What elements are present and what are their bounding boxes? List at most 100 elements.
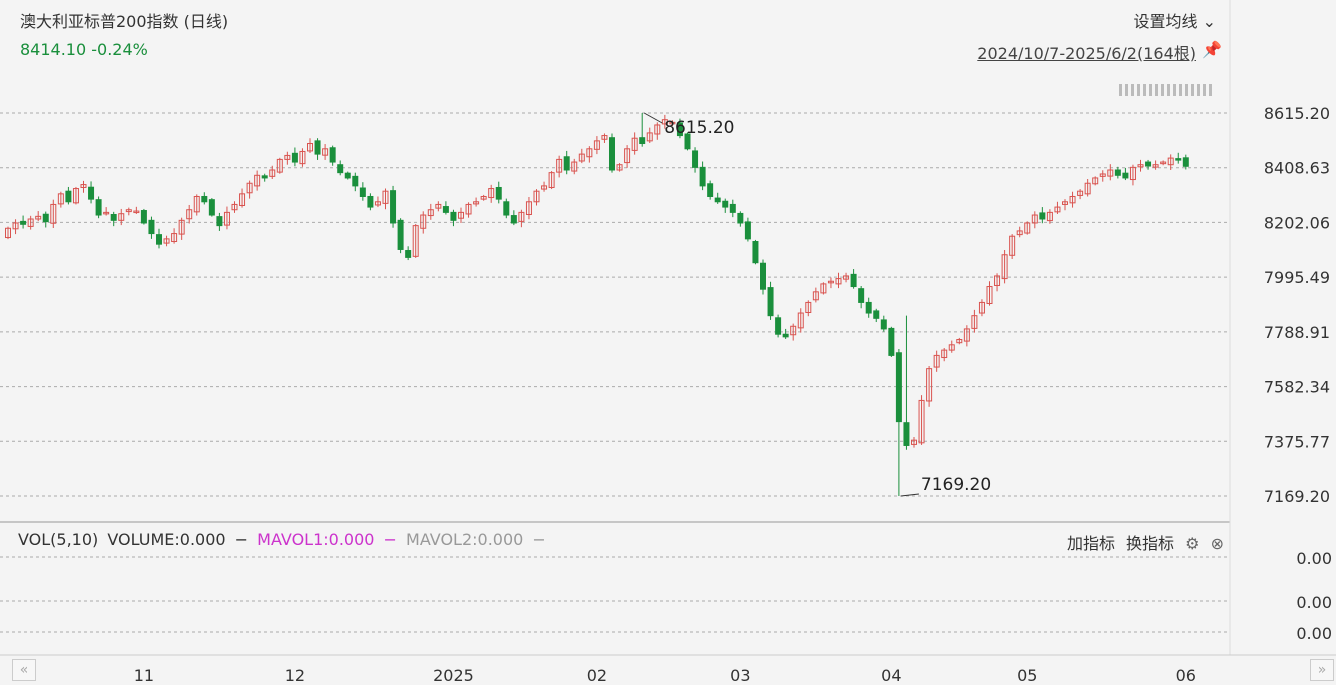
- candle-body: [1016, 230, 1023, 236]
- candle-body: [616, 164, 623, 171]
- scroll-dot: [1209, 84, 1212, 96]
- candle-body: [405, 250, 412, 258]
- candle-body: [231, 203, 238, 211]
- double-chevron-right-icon: »: [1317, 662, 1327, 678]
- candle-body: [1039, 212, 1046, 220]
- candle-body: [1054, 206, 1061, 213]
- scroll-dot: [1173, 84, 1176, 96]
- mavol2-dash: −: [532, 530, 546, 549]
- candle-body: [654, 124, 661, 135]
- candle-body: [556, 158, 563, 173]
- candle-body: [933, 354, 940, 368]
- scroll-dot: [1185, 84, 1188, 96]
- candle-body: [397, 219, 404, 250]
- candle-body: [20, 220, 27, 225]
- candle-body: [50, 203, 57, 224]
- annotation-label: 8615.20: [664, 118, 734, 138]
- candle-body: [118, 213, 125, 221]
- candle-body: [1009, 235, 1016, 256]
- candle-body: [284, 154, 291, 160]
- switch-indicator-button[interactable]: 换指标: [1126, 534, 1175, 553]
- date-range-link[interactable]: 2024/10/7-2025/6/2(164根): [977, 44, 1196, 63]
- candle-body: [760, 262, 766, 290]
- candle-body: [669, 121, 676, 125]
- candle-body: [639, 137, 646, 145]
- candle-body: [171, 233, 178, 243]
- scroll-dot: [1167, 84, 1170, 96]
- candle-body: [1175, 158, 1182, 161]
- annotation-label: 7169.20: [921, 475, 991, 495]
- candle-body: [216, 216, 223, 227]
- candle-body: [322, 148, 329, 156]
- close-icon[interactable]: ⊗: [1210, 534, 1224, 553]
- candle-body: [525, 201, 532, 215]
- candle-body: [873, 310, 880, 319]
- mavol1-dash: −: [383, 530, 397, 549]
- candles: [5, 113, 1189, 496]
- candle-body: [541, 185, 548, 190]
- candle-body: [510, 215, 517, 224]
- candle-body: [450, 211, 457, 221]
- candle-body: [95, 199, 102, 216]
- candle-body: [926, 368, 933, 402]
- candle-body: [646, 132, 653, 142]
- candle-body: [1114, 169, 1121, 176]
- moving-average-setting-button[interactable]: 设置均线 ⌄: [1133, 8, 1216, 32]
- scroll-right-button[interactable]: »: [1310, 659, 1334, 681]
- x-tick-label: 12: [285, 666, 305, 685]
- x-tick-label: 03: [730, 666, 750, 685]
- scroll-dot: [1149, 84, 1152, 96]
- scroll-dot: [1131, 84, 1134, 96]
- mavol1-value: MAVOL1:0.000: [257, 530, 375, 549]
- candle-body: [427, 209, 434, 217]
- scroll-dot: [1191, 84, 1194, 96]
- candle-body: [578, 153, 585, 162]
- candle-body: [223, 211, 230, 226]
- chevron-down-icon: ⌄: [1202, 12, 1216, 31]
- candle-body: [676, 122, 683, 137]
- annotation-arrow: [900, 493, 919, 497]
- candle-body: [420, 214, 427, 229]
- pin-icon[interactable]: 📌: [1202, 40, 1222, 59]
- scroll-dot: [1137, 84, 1140, 96]
- candle-body: [178, 219, 185, 235]
- candle-body: [374, 201, 381, 206]
- candle-body: [812, 291, 819, 301]
- candle-body: [963, 328, 970, 342]
- candle-body: [1152, 164, 1159, 168]
- candle-body: [88, 186, 95, 200]
- scroll-dot: [1197, 84, 1200, 96]
- volume-grid: [0, 556, 1228, 633]
- candle-body: [110, 213, 117, 221]
- add-indicator-button[interactable]: 加指标: [1066, 534, 1115, 553]
- candle-body: [631, 137, 638, 151]
- ma-setting-label: 设置均线: [1133, 12, 1198, 31]
- candle-body: [156, 234, 162, 245]
- candle-body: [1084, 182, 1091, 195]
- scroll-dot: [1143, 84, 1146, 96]
- scroll-dot: [1119, 84, 1122, 96]
- candle-body: [473, 201, 480, 205]
- candle-body: [827, 280, 834, 284]
- price-change: -0.24%: [91, 40, 148, 59]
- gear-icon[interactable]: ⚙: [1185, 534, 1200, 553]
- candle-body: [835, 278, 842, 285]
- scroll-left-button[interactable]: «: [12, 659, 36, 681]
- scroll-indicator[interactable]: [1119, 84, 1212, 96]
- double-chevron-left-icon: «: [19, 662, 29, 678]
- volume-dash: −: [234, 530, 249, 549]
- y-tick-label: 7375.77: [1264, 432, 1330, 451]
- candle-body: [601, 135, 608, 140]
- candle-body: [805, 301, 812, 313]
- candle-body: [744, 221, 751, 240]
- y-tick-label: 8408.63: [1264, 159, 1330, 178]
- candle-body: [843, 275, 850, 280]
- candle-body: [918, 399, 925, 444]
- candle-body: [820, 283, 827, 294]
- candle-body: [72, 188, 79, 204]
- candle-body: [978, 301, 985, 314]
- candle-body: [1167, 157, 1174, 166]
- candle-body: [208, 199, 215, 216]
- y-tick-label: 8615.20: [1264, 104, 1330, 123]
